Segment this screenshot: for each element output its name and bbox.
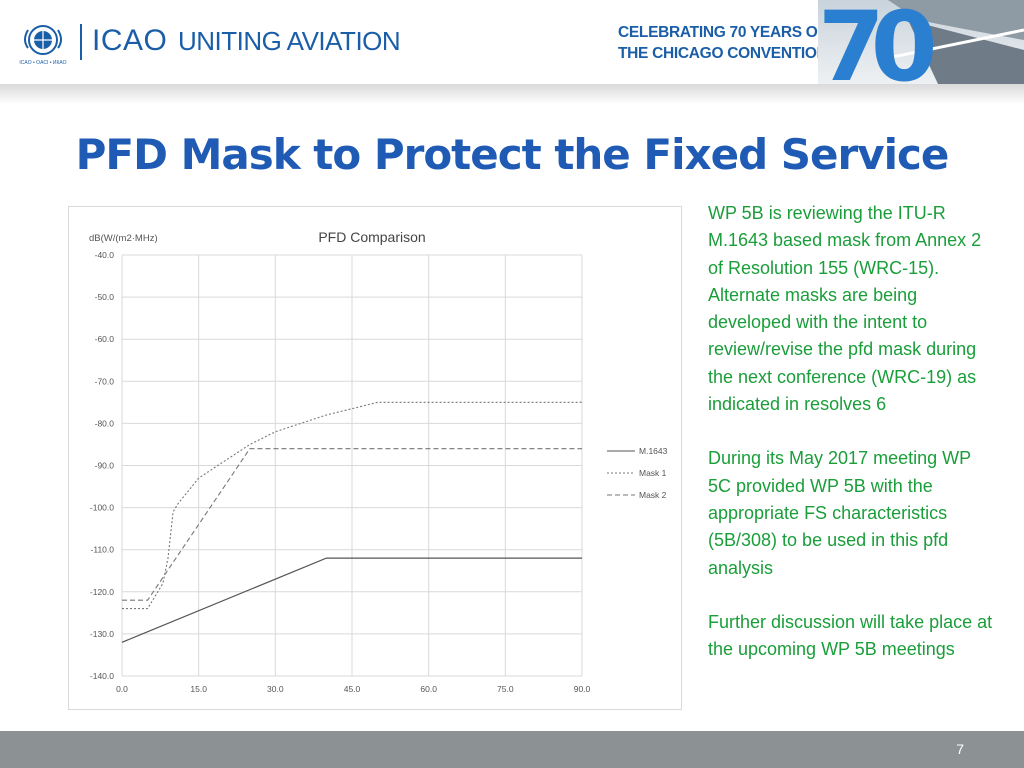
legend-label: Mask 1 [639,468,667,478]
series-line-mask-2 [122,448,582,601]
y-tick-label: -90.0 [95,461,115,471]
header-shadow [0,84,1024,104]
chart-title: PFD Comparison [318,229,425,245]
y-tick-label: -110.0 [91,545,115,555]
y-tick-label: -50.0 [95,292,115,302]
logo-separator [80,24,82,60]
x-tick-label: 75.0 [497,684,514,694]
y-tick-label: -70.0 [95,376,115,386]
y-axis-label: dB(W/(m2·MHz) [89,233,158,244]
y-tick-label: -100.0 [90,503,114,513]
x-tick-label: 0.0 [116,684,128,694]
side-text: WP 5B is reviewing the ITU-R M.1643 base… [708,200,998,690]
icao-emblem-icon: ICAO • OACI • ИКАО [19,25,67,66]
celebrating-text: CELEBRATING 70 YEARS OF THE CHICAGO CONV… [618,22,828,64]
y-tick-label: -120.0 [90,587,114,597]
x-tick-label: 45.0 [344,684,361,694]
celebrating-line-2: THE CHICAGO CONVENTION [618,45,828,62]
celebrating-line-1: CELEBRATING 70 YEARS OF [618,24,827,41]
x-tick-label: 60.0 [420,684,437,694]
logo-small-text: ICAO • OACI • ИКАО [19,60,66,66]
anniversary-banner: 70 [818,0,1024,84]
x-tick-label: 90.0 [574,684,591,694]
y-tick-label: -80.0 [95,418,115,428]
y-tick-label: -60.0 [95,334,115,344]
y-tick-label: -130.0 [90,629,114,639]
pfd-comparison-chart: PFD Comparison dB(W/(m2·MHz) -40.0 -50.0 -60… [89,229,668,694]
legend-label: M.1643 [639,446,668,456]
slide-title: PFD Mask to Protect the Fixed Service [75,130,950,179]
anniversary-number: 70 [818,0,934,84]
x-tick-label: 30.0 [267,684,284,694]
org-name: ICAO [92,24,168,57]
page-number: 7 [956,741,964,757]
side-paragraph-1: WP 5B is reviewing the ITU-R M.1643 base… [708,203,982,415]
series-line-m-1643 [121,557,582,643]
tagline: UNITING AVIATION [178,26,401,56]
side-paragraph-3: Further discussion will take place at th… [708,611,993,660]
y-tick-label: -140.0 [90,671,114,681]
series-line-mask-1 [122,401,582,610]
y-tick-label: -40.0 [95,250,115,260]
side-paragraph-2: During its May 2017 meeting WP 5C provid… [708,448,971,578]
x-tick-label: 15.0 [190,684,207,694]
legend-label: Mask 2 [639,490,667,500]
footer-bar: 7 [0,731,1024,768]
chart-frame: PFD Comparison dB(W/(m2·MHz) -40.0 -50.0 -60… [68,206,682,710]
header: ICAO • OACI • ИКАО ICAO UNITING AVIATION… [0,0,1024,84]
